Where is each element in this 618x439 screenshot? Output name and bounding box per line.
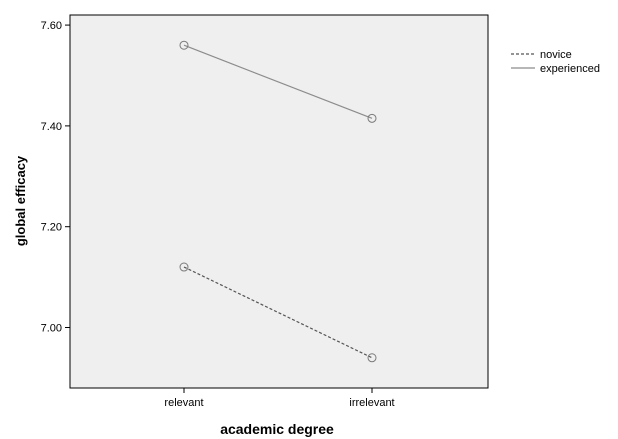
y-axis: 7.00 7.20 7.40 7.60: [41, 20, 70, 335]
series-line-experienced: [183, 44, 373, 119]
legend: novice experienced: [511, 49, 600, 75]
y-axis-title: global efficacy: [13, 155, 28, 246]
series-layer: [179, 40, 377, 363]
plot-area: [69, 14, 489, 389]
y-tick-label: 7.60: [41, 20, 62, 32]
x-axis-title: academic degree: [220, 421, 334, 437]
x-axis: relevant irrelevant: [164, 388, 395, 409]
y-tick-label: 7.20: [41, 222, 62, 234]
x-tick-label: relevant: [164, 397, 203, 409]
y-tick-label: 7.40: [41, 121, 62, 133]
data-point-novice-relevant: [179, 262, 189, 272]
data-point-experienced-relevant: [179, 40, 189, 50]
data-point-novice-irrelevant: [367, 353, 377, 363]
data-point-experienced-irrelevant: [367, 113, 377, 123]
y-tick-label: 7.00: [41, 323, 62, 335]
legend-label-experienced: experienced: [540, 63, 600, 75]
x-tick-label: irrelevant: [349, 397, 394, 409]
legend-label-novice: novice: [540, 49, 572, 61]
